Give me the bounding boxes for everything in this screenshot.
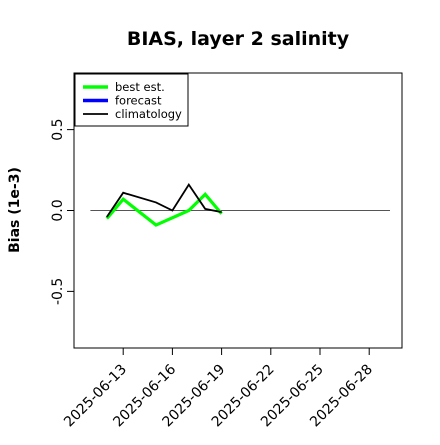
- series-line-climatology: [106, 182, 222, 218]
- chart-title: BIAS, layer 2 salinity: [127, 28, 350, 50]
- legend-label: best est.: [115, 80, 165, 94]
- plot-layer: -0.50.00.52025-06-132025-06-162025-06-19…: [50, 72, 403, 430]
- y-tick-label: -0.5: [50, 278, 66, 305]
- series-line-best-est: [105, 191, 223, 227]
- y-axis-label: Bias (1e-3): [7, 167, 23, 253]
- y-tick-label: 0.5: [50, 118, 66, 140]
- y-tick-label: 0.0: [50, 199, 66, 221]
- legend-label: climatology: [115, 107, 182, 121]
- legend-label: forecast: [115, 94, 162, 108]
